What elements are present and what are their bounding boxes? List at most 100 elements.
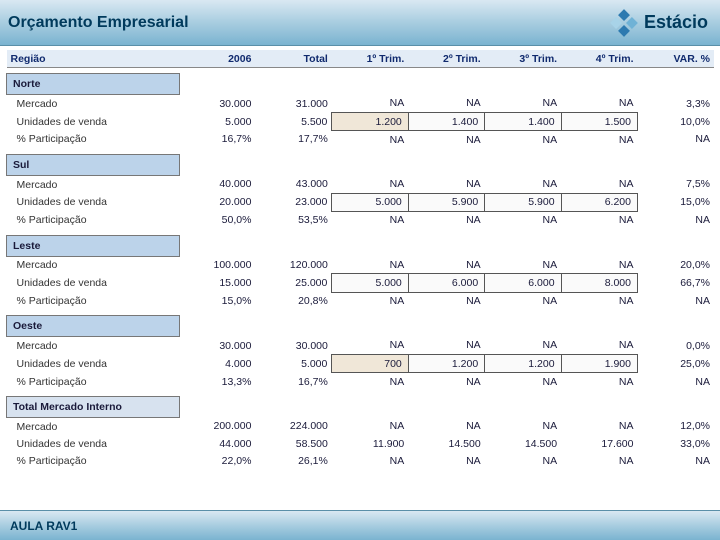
cell: 44.000 xyxy=(179,435,255,452)
input-cell[interactable]: 1.200 xyxy=(332,113,408,131)
cell: 12,0% xyxy=(637,418,714,436)
cell: 14.500 xyxy=(408,435,484,452)
table-row: Mercado 100.000 120.000 NA NA NA NA 20,0… xyxy=(7,256,715,274)
region-oeste: Oeste xyxy=(7,316,715,337)
input-cell[interactable]: 6.200 xyxy=(561,193,637,211)
cell: 30.000 xyxy=(255,337,331,355)
cell: NA xyxy=(408,256,484,274)
page-title: Orçamento Empresarial xyxy=(8,14,189,32)
cell: 14.500 xyxy=(485,435,561,452)
cell: 5.500 xyxy=(255,113,331,131)
row-label: Unidades de venda xyxy=(7,113,180,131)
table-row: Mercado 30.000 31.000 NA NA NA NA 3,3% xyxy=(7,95,715,113)
cell: 120.000 xyxy=(255,256,331,274)
cell: 22,0% xyxy=(179,452,255,469)
table-row: Unidades de venda 20.000 23.000 5.000 5.… xyxy=(7,193,715,211)
cell: NA xyxy=(332,256,408,274)
cell: 224.000 xyxy=(255,418,331,436)
cell: 66,7% xyxy=(637,274,714,292)
input-cell[interactable]: 1.400 xyxy=(408,113,484,131)
input-cell[interactable]: 5.900 xyxy=(408,193,484,211)
cell: NA xyxy=(485,131,561,149)
cell: NA xyxy=(561,176,637,194)
cell: NA xyxy=(408,176,484,194)
cell: 200.000 xyxy=(179,418,255,436)
content-area: Região 2006 Total 1º Trim. 2º Trim. 3º T… xyxy=(0,46,720,510)
input-cell[interactable]: 5.000 xyxy=(332,193,408,211)
input-cell[interactable]: 5.900 xyxy=(485,193,561,211)
table-row: Mercado 30.000 30.000 NA NA NA NA 0,0% xyxy=(7,337,715,355)
row-label: Unidades de venda xyxy=(7,435,180,452)
cell: NA xyxy=(332,373,408,391)
cell: NA xyxy=(561,373,637,391)
cell: 30.000 xyxy=(179,95,255,113)
row-label: % Participação xyxy=(7,131,180,149)
col-t2: 2º Trim. xyxy=(408,50,484,68)
table-row: % Participação 13,3% 16,7% NA NA NA NA N… xyxy=(7,373,715,391)
input-cell[interactable]: 700 xyxy=(332,355,408,373)
cell: 7,5% xyxy=(637,176,714,194)
cell: 25,0% xyxy=(637,355,714,373)
input-cell[interactable]: 8.000 xyxy=(561,274,637,292)
cell: NA xyxy=(485,256,561,274)
row-label: % Participação xyxy=(7,211,180,229)
cell: NA xyxy=(561,452,637,469)
cell: 15,0% xyxy=(637,193,714,211)
input-cell[interactable]: 1.500 xyxy=(561,113,637,131)
cell: NA xyxy=(485,337,561,355)
footer-bar: AULA RAV1 xyxy=(0,510,720,540)
row-label: Mercado xyxy=(7,95,180,113)
cell: NA xyxy=(408,337,484,355)
cell: 10,0% xyxy=(637,113,714,131)
cell: NA xyxy=(408,95,484,113)
cell: 20,0% xyxy=(637,256,714,274)
cell: 20,8% xyxy=(255,292,331,310)
col-2006: 2006 xyxy=(179,50,255,68)
table-row: % Participação 16,7% 17,7% NA NA NA NA N… xyxy=(7,131,715,149)
input-cell[interactable]: 1.200 xyxy=(485,355,561,373)
cell: 33,0% xyxy=(637,435,714,452)
cell: NA xyxy=(561,418,637,436)
cell: 31.000 xyxy=(255,95,331,113)
cell: NA xyxy=(332,418,408,436)
input-cell[interactable]: 1.900 xyxy=(561,355,637,373)
budget-table: Região 2006 Total 1º Trim. 2º Trim. 3º T… xyxy=(6,50,714,470)
region-norte: Norte xyxy=(7,74,715,95)
cell: NA xyxy=(332,452,408,469)
input-cell[interactable]: 1.200 xyxy=(408,355,484,373)
cell: NA xyxy=(561,131,637,149)
top-bar: Orçamento Empresarial Estácio xyxy=(0,0,720,46)
cell: 16,7% xyxy=(179,131,255,149)
cell: NA xyxy=(485,418,561,436)
cell: NA xyxy=(637,292,714,310)
cell: NA xyxy=(485,211,561,229)
cell: NA xyxy=(485,452,561,469)
cell: NA xyxy=(561,95,637,113)
cell: NA xyxy=(485,95,561,113)
table-header: Região 2006 Total 1º Trim. 2º Trim. 3º T… xyxy=(7,50,715,68)
cell: NA xyxy=(408,418,484,436)
brand-name: Estácio xyxy=(644,12,708,33)
cell: 43.000 xyxy=(255,176,331,194)
cell: NA xyxy=(408,211,484,229)
cell: 30.000 xyxy=(179,337,255,355)
input-cell[interactable]: 6.000 xyxy=(408,274,484,292)
region-sul: Sul xyxy=(7,154,715,175)
table-row: Unidades de venda 15.000 25.000 5.000 6.… xyxy=(7,274,715,292)
cell: 50,0% xyxy=(179,211,255,229)
cell: NA xyxy=(637,131,714,149)
input-cell[interactable]: 5.000 xyxy=(332,274,408,292)
cell: NA xyxy=(332,292,408,310)
cell: 5.000 xyxy=(179,113,255,131)
cell: NA xyxy=(561,211,637,229)
row-label: Unidades de venda xyxy=(7,274,180,292)
col-var: VAR. % xyxy=(637,50,714,68)
cell: NA xyxy=(637,211,714,229)
cell: NA xyxy=(332,95,408,113)
cell: 16,7% xyxy=(255,373,331,391)
input-cell[interactable]: 1.400 xyxy=(485,113,561,131)
input-cell[interactable]: 6.000 xyxy=(485,274,561,292)
cell: NA xyxy=(637,373,714,391)
cell: 26,1% xyxy=(255,452,331,469)
table-row: Unidades de venda 4.000 5.000 700 1.200 … xyxy=(7,355,715,373)
